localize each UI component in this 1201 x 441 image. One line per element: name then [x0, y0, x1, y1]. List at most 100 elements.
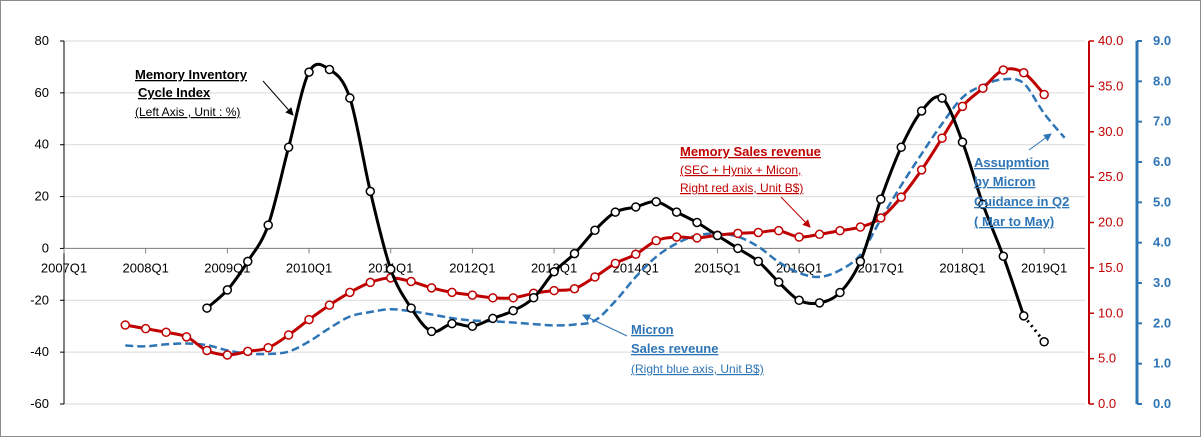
left-tick-label: -40	[30, 344, 49, 359]
memory-sales-point	[243, 346, 253, 357]
x-tick-label: 2016Q1	[776, 260, 822, 275]
inventory-point	[222, 285, 233, 295]
plot-gridlines	[64, 40, 1085, 405]
memory-sales-point	[651, 235, 661, 246]
inventory-point	[733, 243, 743, 254]
inventory-point	[590, 225, 600, 236]
inventory-point	[896, 142, 906, 153]
left-tick-label: 60	[35, 85, 49, 100]
assumption-arrow	[1028, 133, 1052, 151]
inventory-point	[365, 186, 376, 197]
memory-sales-point	[324, 300, 335, 310]
inventory-point	[794, 295, 804, 306]
inventory-annotation: Memory Inventory Cycle Index (Left Axis …	[135, 67, 294, 119]
red-tick-label: 0.0	[1098, 396, 1116, 411]
memory-sales-point	[692, 233, 702, 243]
inventory-point	[528, 292, 539, 303]
red-tick-label: 10.0	[1098, 305, 1123, 320]
inventory-point	[406, 303, 416, 313]
memory-sales-point	[835, 225, 845, 236]
inventory-point	[324, 64, 335, 75]
inventory-point	[467, 321, 478, 331]
memory-sales-line	[124, 67, 1046, 357]
memory-sales-point	[671, 232, 682, 242]
inventory-point	[263, 220, 273, 230]
micron-sales-annotation: Micron Sales reveune (Right blue axis, U…	[582, 314, 764, 376]
memory-sales-point	[937, 133, 947, 143]
left-tick-label: -60	[30, 396, 49, 411]
inventory-point	[692, 217, 702, 228]
red-tick-label: 35.0	[1098, 78, 1123, 93]
inventory-title-line2: Cycle Index	[138, 85, 211, 100]
inventory-point	[651, 197, 661, 207]
inventory-point	[773, 277, 784, 287]
inventory-point	[916, 106, 927, 116]
inventory-point	[876, 194, 886, 204]
inventory-point	[549, 267, 559, 277]
x-tick-label: 2007Q1	[41, 260, 87, 275]
memory-sales-point	[896, 192, 906, 202]
inventory-point	[304, 67, 314, 77]
memory-sales-title: Memory Sales revenue	[680, 144, 821, 159]
red-tick-label: 25.0	[1098, 169, 1123, 184]
inventory-forecast-segment	[1022, 314, 1046, 343]
memory-sales-point	[794, 232, 804, 242]
inventory-point	[1018, 311, 1029, 321]
memory-sales-point	[365, 277, 376, 288]
inventory-point	[488, 313, 498, 324]
micron-sales-line	[125, 77, 1066, 356]
inventory-arrow	[262, 80, 294, 116]
memory-sales-point	[283, 330, 294, 340]
inventory-point	[978, 199, 988, 210]
blue-tick-label: 2.0	[1153, 315, 1171, 330]
memory-sales-point	[488, 293, 498, 303]
left-tick-label: 0	[42, 240, 49, 255]
inventory-point	[610, 207, 621, 217]
left-tick-label: 40	[35, 137, 49, 152]
inventory-title-line1: Memory Inventory	[135, 67, 248, 82]
memory-sales-point	[733, 228, 743, 239]
memory-sales-point	[140, 323, 151, 334]
inventory-point	[283, 142, 294, 153]
blue-tick-label: 1.0	[1153, 356, 1171, 371]
memory-sales-point	[345, 287, 355, 298]
memory-sales-annotation: Memory Sales revenue (SEC + Hynix + Mico…	[680, 144, 821, 228]
series-2	[125, 77, 1066, 356]
inventory-point	[508, 305, 518, 316]
x-tick-label: 2010Q1	[286, 260, 332, 275]
memory-sales-line2: Right red axis, Unit B$)	[680, 181, 803, 195]
inventory-point	[671, 207, 682, 217]
left-tick-label: 20	[35, 189, 49, 204]
micron-sales-title-line1: Micron	[631, 322, 674, 337]
series-layer	[120, 62, 1066, 360]
memory-sales-point	[998, 65, 1009, 75]
memory-sales-point	[181, 332, 192, 342]
inventory-point	[957, 137, 968, 147]
memory-sales-line1: (SEC + Hynix + Micon,	[680, 163, 801, 177]
inventory-point	[1039, 337, 1049, 347]
memory-sales-point	[916, 165, 927, 175]
right-red-axis: 40.0 35.0 30.0 25.0 20.0 15.0 10.0 5.0 0.0	[1088, 33, 1123, 411]
memory-sales-point	[978, 83, 988, 93]
inventory-note: (Left Axis , Unit : %)	[135, 105, 240, 119]
assumption-line1: Assupmtion	[974, 155, 1049, 170]
assumption-line4: ( Mar to May)	[974, 214, 1054, 229]
x-tick-label: 2019Q1	[1021, 260, 1067, 275]
x-tick-label: 2015Q1	[694, 260, 740, 275]
red-tick-label: 40.0	[1098, 33, 1123, 48]
memory-sales-point	[508, 293, 518, 303]
micron-sales-title-line2: Sales reveune	[631, 341, 718, 356]
memory-sales-point	[1039, 89, 1049, 100]
memory-sales-point	[773, 225, 784, 236]
blue-tick-label: 8.0	[1153, 73, 1171, 88]
inventory-point	[814, 298, 825, 308]
inventory-point	[426, 326, 437, 337]
left-axis: 80 60 40 20 0 -20 -40 -60	[30, 33, 1085, 411]
assumption-line3: Guidance in Q2	[974, 194, 1069, 209]
memory-sales-point	[447, 287, 457, 298]
inventory-point	[243, 256, 253, 267]
inventory-point	[202, 303, 212, 313]
memory-sales-point	[406, 276, 416, 287]
